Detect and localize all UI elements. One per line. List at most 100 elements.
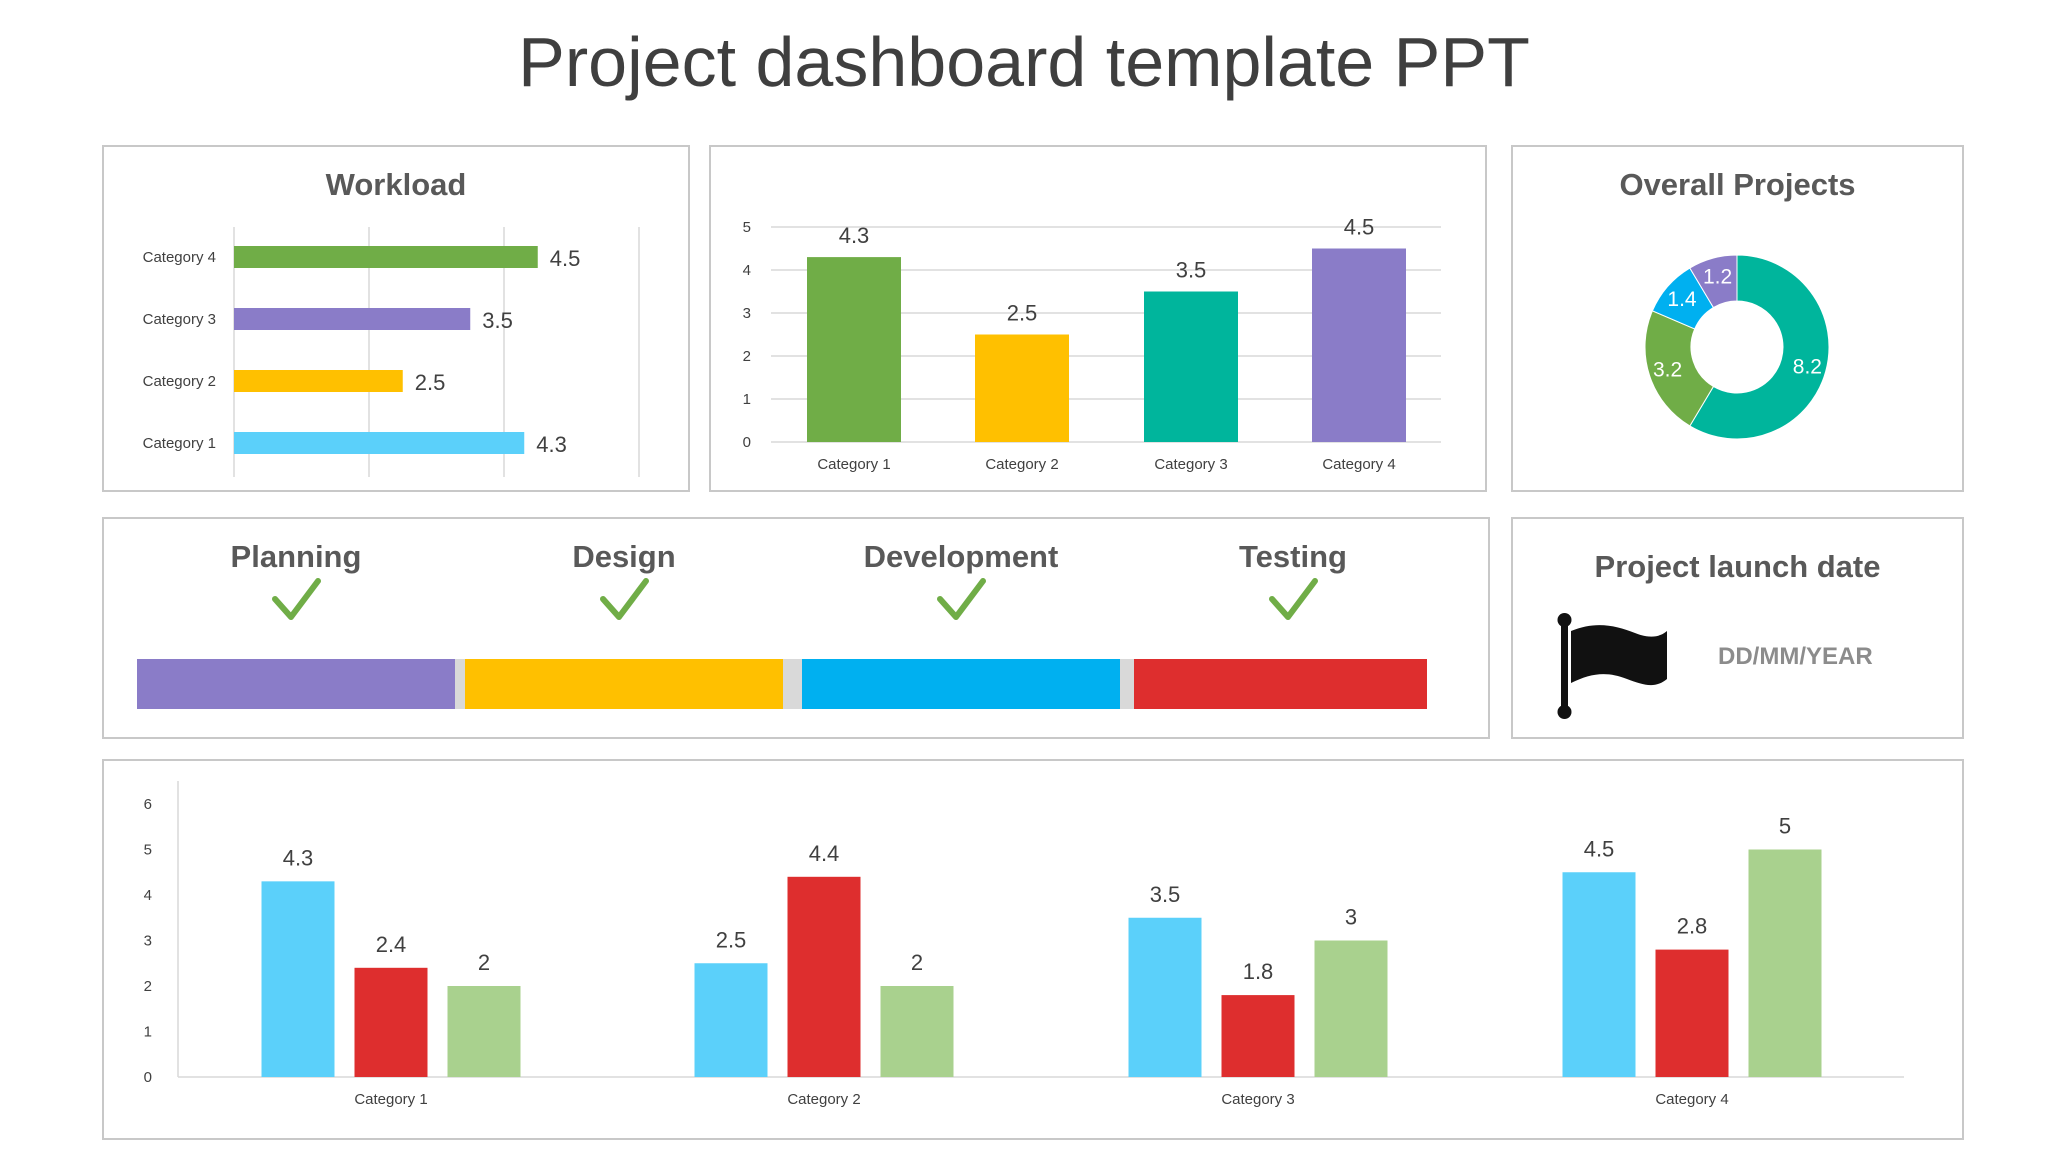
workload-title: Workload xyxy=(325,167,467,202)
grouped-bar xyxy=(1221,995,1295,1077)
column-bar xyxy=(1312,248,1406,442)
grouped-y-tick: 4 xyxy=(144,887,152,904)
column-y-tick: 1 xyxy=(743,391,751,408)
donut-slice xyxy=(1689,254,1738,309)
phase-label: Testing xyxy=(1239,539,1347,574)
donut-value-label: 3.2 xyxy=(1653,359,1682,382)
column-y-tick: 2 xyxy=(743,348,751,365)
column-x-tick: Category 4 xyxy=(1322,456,1395,473)
check-icon xyxy=(272,578,321,620)
grouped-y-tick: 3 xyxy=(144,933,152,950)
page-title: Project dashboard template PPT xyxy=(518,23,1530,101)
column-y-tick: 4 xyxy=(743,262,751,279)
column-x-tick: Category 1 xyxy=(817,456,890,473)
donut-slice xyxy=(1689,254,1830,440)
phase-segment xyxy=(137,659,455,709)
grouped-value-label: 1.8 xyxy=(1243,959,1274,984)
workload-category-label: Category 1 xyxy=(143,435,216,452)
phase-segment xyxy=(465,659,783,709)
grouped-bar xyxy=(1128,917,1202,1077)
grouped-bar xyxy=(1748,849,1822,1077)
grouped-y-tick: 5 xyxy=(144,842,152,859)
workload-panel: Workload Category 4 4.5 Category 3 3.5 Categ… xyxy=(102,145,690,492)
grouped-x-tick: Category 2 xyxy=(787,1091,860,1108)
grouped-bar xyxy=(1562,872,1636,1077)
grouped-y-tick: 2 xyxy=(144,978,152,995)
phases-panel: Planning Design Development Testing xyxy=(102,517,1490,739)
workload-category-label: Category 3 xyxy=(143,311,216,328)
grouped-value-label: 5 xyxy=(1779,814,1791,839)
workload-value-label: 3.5 xyxy=(482,308,513,333)
grouped-value-label: 4.3 xyxy=(283,845,314,870)
workload-value-label: 4.5 xyxy=(550,246,581,271)
grouped-bar xyxy=(694,963,768,1077)
workload-bar xyxy=(234,432,525,454)
grouped-bar xyxy=(447,986,521,1077)
check-icon xyxy=(1269,578,1318,620)
workload-category-label: Category 4 xyxy=(143,249,216,266)
workload-bar xyxy=(234,370,403,392)
check-icon xyxy=(600,578,649,620)
phase-label: Development xyxy=(863,539,1059,574)
grouped-value-label: 2.5 xyxy=(716,927,747,952)
column-value-label: 4.5 xyxy=(1344,215,1375,240)
grouped-y-tick: 6 xyxy=(144,796,152,813)
grouped-y-tick: 0 xyxy=(144,1069,152,1086)
grouped-x-tick: Category 3 xyxy=(1221,1091,1294,1108)
launch-date-panel: Project launch date DD/MM/YEAR xyxy=(1511,517,1964,739)
grouped-value-label: 2.4 xyxy=(376,932,407,957)
overall-projects-panel: Overall Projects 8.2 3.2 1.4 1.2 xyxy=(1511,145,1964,492)
workload-chart: Category 4 4.5 Category 3 3.5 Category 2 2.5 C… xyxy=(143,227,640,477)
column-value-label: 3.5 xyxy=(1176,258,1207,283)
workload-bar xyxy=(234,246,538,268)
workload-category-label: Category 2 xyxy=(143,373,216,390)
grouped-x-tick: Category 1 xyxy=(354,1091,427,1108)
column-value-label: 2.5 xyxy=(1007,301,1038,326)
grouped-value-label: 2 xyxy=(478,950,490,975)
grouped-bar xyxy=(787,876,861,1077)
grouped-bar xyxy=(1655,949,1729,1077)
column-chart-panel: 0 1 2 3 4 5 4.3 Category 1 2.5 Category 2 3.5 Categ… xyxy=(709,145,1487,492)
phase-label: Design xyxy=(572,539,676,574)
launch-date-value: DD/MM/YEAR xyxy=(1718,643,1873,670)
phase-segment xyxy=(802,659,1120,709)
grouped-y-tick: 1 xyxy=(144,1024,152,1041)
grouped-chart-panel: 0 1 2 3 4 5 6 4.3 2.4 2 Category 1 2.5 4.4 2 Category … xyxy=(102,759,1964,1140)
donut-value-label: 1.2 xyxy=(1703,266,1732,289)
donut-chart: 8.2 3.2 1.4 1.2 xyxy=(1644,254,1830,440)
column-chart: 0 1 2 3 4 5 4.3 Category 1 2.5 Category 2 3.5 Categ… xyxy=(743,215,1441,473)
grouped-value-label: 4.4 xyxy=(809,841,840,866)
grouped-value-label: 2 xyxy=(911,950,923,975)
grouped-bar xyxy=(880,986,954,1077)
column-value-label: 4.3 xyxy=(839,223,870,248)
phase-segment xyxy=(1134,659,1427,709)
grouped-bar xyxy=(1314,940,1388,1077)
workload-value-label: 2.5 xyxy=(415,370,446,395)
column-y-tick: 0 xyxy=(743,434,751,451)
donut-value-label: 1.4 xyxy=(1667,288,1697,311)
grouped-x-tick: Category 4 xyxy=(1655,1091,1728,1108)
phases-bar xyxy=(137,578,1427,709)
column-bar xyxy=(975,334,1069,442)
grouped-bar-chart: 0 1 2 3 4 5 6 4.3 2.4 2 Category 1 2.5 4.4 2 Category … xyxy=(144,781,1904,1108)
column-y-tick: 3 xyxy=(743,305,751,322)
column-x-tick: Category 2 xyxy=(985,456,1058,473)
donut-slice xyxy=(1644,310,1715,427)
grouped-value-label: 3.5 xyxy=(1150,882,1181,907)
grouped-bar xyxy=(261,881,335,1077)
flag-icon xyxy=(1557,613,1667,719)
check-icon xyxy=(937,578,986,620)
workload-bar xyxy=(234,308,471,330)
donut-value-label: 8.2 xyxy=(1793,355,1822,378)
grouped-value-label: 3 xyxy=(1345,905,1357,930)
column-x-tick: Category 3 xyxy=(1154,456,1227,473)
workload-value-label: 4.3 xyxy=(536,432,567,457)
grouped-value-label: 4.5 xyxy=(1584,836,1615,861)
launch-date-title: Project launch date xyxy=(1594,549,1881,584)
phase-label: Planning xyxy=(230,539,362,574)
column-y-tick: 5 xyxy=(743,219,751,236)
grouped-bar xyxy=(354,967,428,1077)
grouped-value-label: 2.8 xyxy=(1677,914,1708,939)
column-bar xyxy=(807,257,901,442)
overall-projects-title: Overall Projects xyxy=(1619,167,1856,202)
